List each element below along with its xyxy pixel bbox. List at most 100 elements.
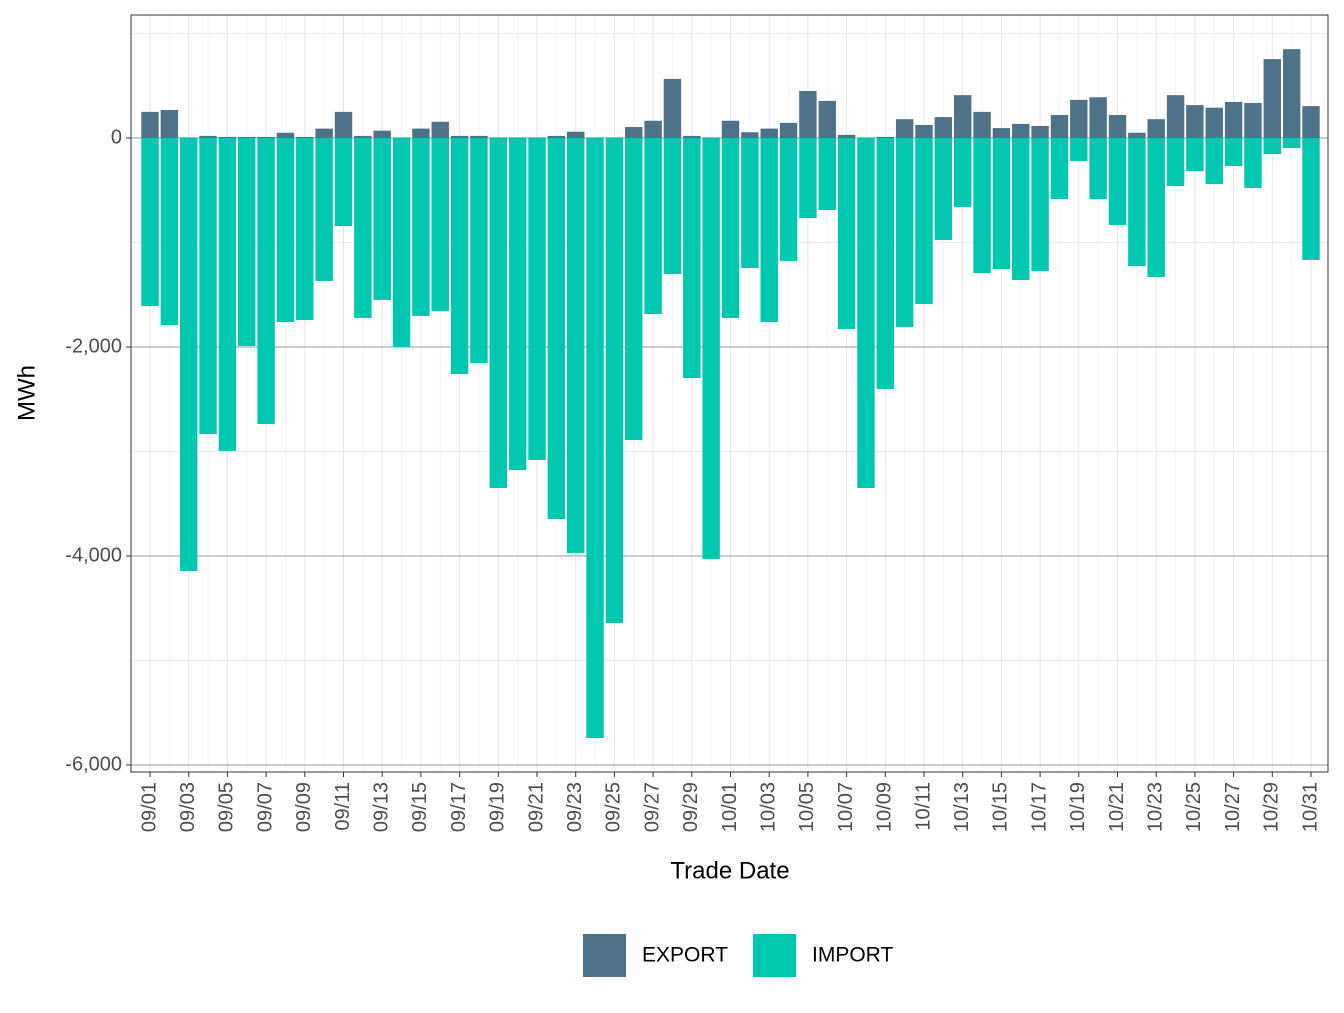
x-tick-label: 09/21: [525, 782, 547, 832]
bar: [334, 137, 353, 226]
bar: [315, 128, 333, 138]
x-tick-label: 09/23: [564, 782, 586, 832]
x-tick-label: 09/15: [409, 782, 431, 832]
bar: [625, 137, 643, 441]
bar: [296, 137, 314, 321]
bar: [199, 135, 217, 138]
bar: [257, 136, 275, 138]
x-tick-label: 09/25: [603, 782, 625, 832]
bar: [1031, 125, 1049, 138]
bar: [1302, 137, 1320, 260]
x-tick-label: 09/27: [641, 782, 663, 832]
bar: [605, 137, 624, 138]
plot-border: [130, 14, 1329, 773]
x-tick-label: 10/05: [796, 782, 818, 832]
x-tick-label: 09/09: [293, 782, 315, 832]
bar: [644, 137, 662, 314]
bar: [721, 120, 740, 138]
legend-label: EXPORT: [642, 944, 728, 967]
bar: [141, 111, 159, 138]
x-tick-label: 10/01: [719, 782, 741, 832]
bar: [992, 137, 1011, 270]
bar: [1147, 137, 1165, 277]
bar: [683, 137, 701, 379]
x-tick-label: 10/25: [1183, 782, 1205, 832]
bar: [663, 137, 682, 274]
bar: [354, 137, 372, 318]
bar: [663, 78, 682, 138]
bar: [837, 134, 856, 138]
bar: [1012, 123, 1030, 138]
bar: [373, 130, 391, 138]
bar: [702, 137, 720, 560]
bar: [296, 136, 314, 138]
x-tick-label: 09/29: [680, 782, 702, 832]
bar: [934, 137, 953, 240]
bar: [1282, 137, 1301, 149]
x-tick-label: 09/11: [332, 782, 354, 831]
bar: [1302, 106, 1320, 138]
bar: [857, 137, 875, 488]
bar: [1070, 99, 1088, 138]
bar: [1128, 132, 1146, 138]
bar: [334, 111, 353, 138]
bar: [857, 137, 875, 138]
bar: [683, 135, 701, 138]
x-tick-label: 10/03: [757, 782, 779, 832]
bar: [276, 132, 295, 138]
bar: [992, 128, 1011, 138]
bar: [625, 127, 643, 138]
y-axis-title: MWh: [13, 365, 40, 421]
x-tick-label: 10/23: [1144, 782, 1166, 832]
bar: [470, 135, 488, 138]
bar: [547, 137, 566, 520]
bar: [799, 137, 817, 219]
bar: [741, 132, 759, 138]
bar: [1089, 97, 1107, 138]
bar: [702, 137, 720, 138]
bar: [1012, 137, 1030, 281]
x-axis-title: Trade Date: [670, 857, 789, 884]
y-tick-label: -6,000: [65, 753, 122, 775]
bar: [760, 137, 778, 323]
bar: [1108, 137, 1127, 226]
x-tick-label: 10/27: [1222, 782, 1244, 832]
bar: [199, 137, 217, 435]
bar: [508, 137, 527, 470]
x-tick-label: 10/31: [1299, 782, 1321, 832]
x-tick-label: 09/07: [254, 782, 276, 832]
bar: [1263, 59, 1282, 138]
bar: [412, 137, 430, 316]
bar: [160, 137, 179, 326]
bar: [586, 137, 604, 138]
bar: [721, 137, 740, 318]
bar: [218, 137, 237, 451]
bar: [953, 95, 972, 138]
bar: [818, 137, 836, 210]
bar: [1050, 115, 1069, 138]
bar: [915, 124, 933, 138]
bar: [1282, 49, 1301, 138]
bar: [141, 137, 159, 307]
legend-label: IMPORT: [812, 944, 893, 967]
bar: [238, 137, 256, 346]
bar: [1205, 137, 1223, 184]
bar: [1244, 102, 1262, 138]
x-tick-label: 10/11: [912, 782, 934, 831]
bar: [1128, 137, 1146, 267]
bar: [1205, 107, 1223, 138]
bar: [1166, 95, 1185, 138]
bar: [779, 122, 798, 138]
bar: [431, 137, 449, 312]
bar: [1186, 137, 1204, 172]
bar: [276, 137, 295, 323]
bar: [218, 136, 237, 138]
bar: [760, 128, 778, 138]
bar: [1224, 137, 1243, 167]
x-tick-label: 09/01: [138, 782, 160, 832]
bar: [895, 119, 914, 138]
bar: [1224, 101, 1243, 138]
bar: [1166, 137, 1185, 186]
bar: [431, 121, 449, 138]
